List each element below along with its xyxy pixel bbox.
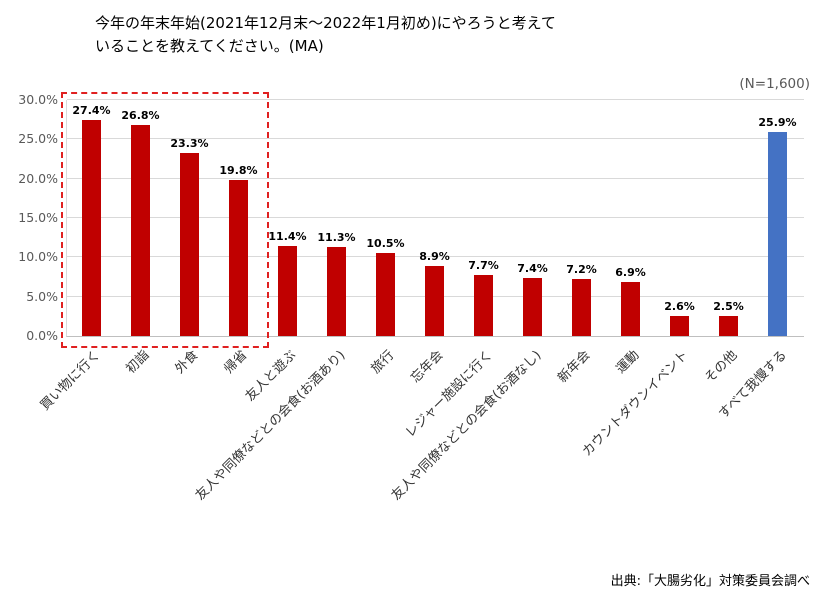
bar-value-7: 8.9% — [419, 250, 450, 263]
y-axis-label: 30.0% — [18, 92, 58, 107]
y-axis-label: 10.0% — [18, 249, 58, 265]
bar-value-3: 19.8% — [219, 164, 258, 178]
bar-value-1: 26.8% — [121, 109, 160, 123]
x-axis-label: 忘年会 — [408, 347, 447, 387]
bar-3 — [229, 180, 248, 336]
bar-12 — [670, 315, 689, 336]
bar-8 — [474, 275, 493, 336]
chart-title: 今年の年末年始(2021年12月末〜2022年1月初め)にやろうと考えて いるこ… — [95, 12, 556, 57]
bar-11 — [621, 281, 640, 336]
y-axis-label: 20.0% — [18, 170, 58, 186]
bar-value-12: 2.6% — [664, 299, 695, 313]
gridline — [67, 177, 804, 179]
bar-7 — [425, 266, 444, 336]
bar-9 — [523, 277, 542, 336]
bar-2 — [180, 152, 199, 336]
sample-size-label: (N=1,600) — [739, 76, 810, 92]
y-axis: 30.0% 25.0% 20.0% 15.0% 10.0% 5.0% 0.0% — [0, 92, 64, 343]
y-axis-label: 5.0% — [26, 288, 58, 304]
bar-6 — [376, 253, 395, 336]
x-axis-label: 新年会 — [555, 347, 594, 387]
bar-value-9: 7.4% — [517, 261, 548, 275]
bar-value-5: 11.3% — [317, 231, 356, 245]
x-axis-label: 買い物に行く — [38, 347, 104, 414]
gridline — [67, 217, 804, 218]
bar-1 — [131, 125, 150, 336]
x-axis-label: 初詣 — [123, 347, 153, 377]
bar-10 — [572, 279, 591, 336]
bar-value-10: 7.2% — [566, 263, 597, 277]
gridline — [67, 99, 804, 100]
bar-4 — [278, 246, 297, 336]
x-axis-labels: 買い物に行く 初詣 外食 帰省 友人と遊ぶ 友人や同僚などとの会食(お酒あり) 旅行 忘年会レ… — [38, 337, 803, 567]
gridline — [67, 138, 804, 140]
x-axis-label: その他 — [702, 347, 741, 387]
chart-title-line1: 今年の年末年始(2021年12月末〜2022年1月初め)にやろうと考えて — [95, 14, 556, 32]
y-axis-label: 15.0% — [18, 210, 58, 225]
bar-value-14: 25.9% — [758, 116, 797, 130]
source-note: 出典:「大腸劣化」対策委員会調べ — [610, 574, 810, 589]
y-axis-label: 0.0% — [26, 328, 58, 343]
bar-value-13: 2.5% — [713, 300, 744, 314]
x-axis-label: 帰省 — [221, 347, 251, 377]
bar-value-11: 6.9% — [615, 265, 646, 279]
bar-5 — [327, 247, 346, 336]
bar-14 — [768, 132, 787, 336]
gridline — [67, 256, 804, 258]
bar-value-0: 27.4% — [72, 104, 111, 118]
bar-value-6: 10.5% — [366, 237, 405, 251]
bar-value-8: 7.7% — [468, 259, 499, 273]
bar-0 — [82, 120, 101, 336]
x-axis-label: 運動 — [613, 347, 643, 377]
y-axis-label: 25.0% — [18, 131, 58, 147]
bar-13 — [719, 316, 738, 336]
x-axis-label: 外食 — [172, 347, 202, 377]
plot-area: 27.4% 26.8% 23.3% 19.8% 11.4% 11.3% 10.5% 8.9% 7… — [61, 92, 804, 348]
bar-value-2: 23.3% — [170, 136, 209, 150]
chart-title-line2: いることを教えてください。(MA) — [95, 36, 324, 55]
x-axis-label: 旅行 — [368, 347, 398, 377]
bar-value-4: 11.4% — [268, 230, 307, 244]
